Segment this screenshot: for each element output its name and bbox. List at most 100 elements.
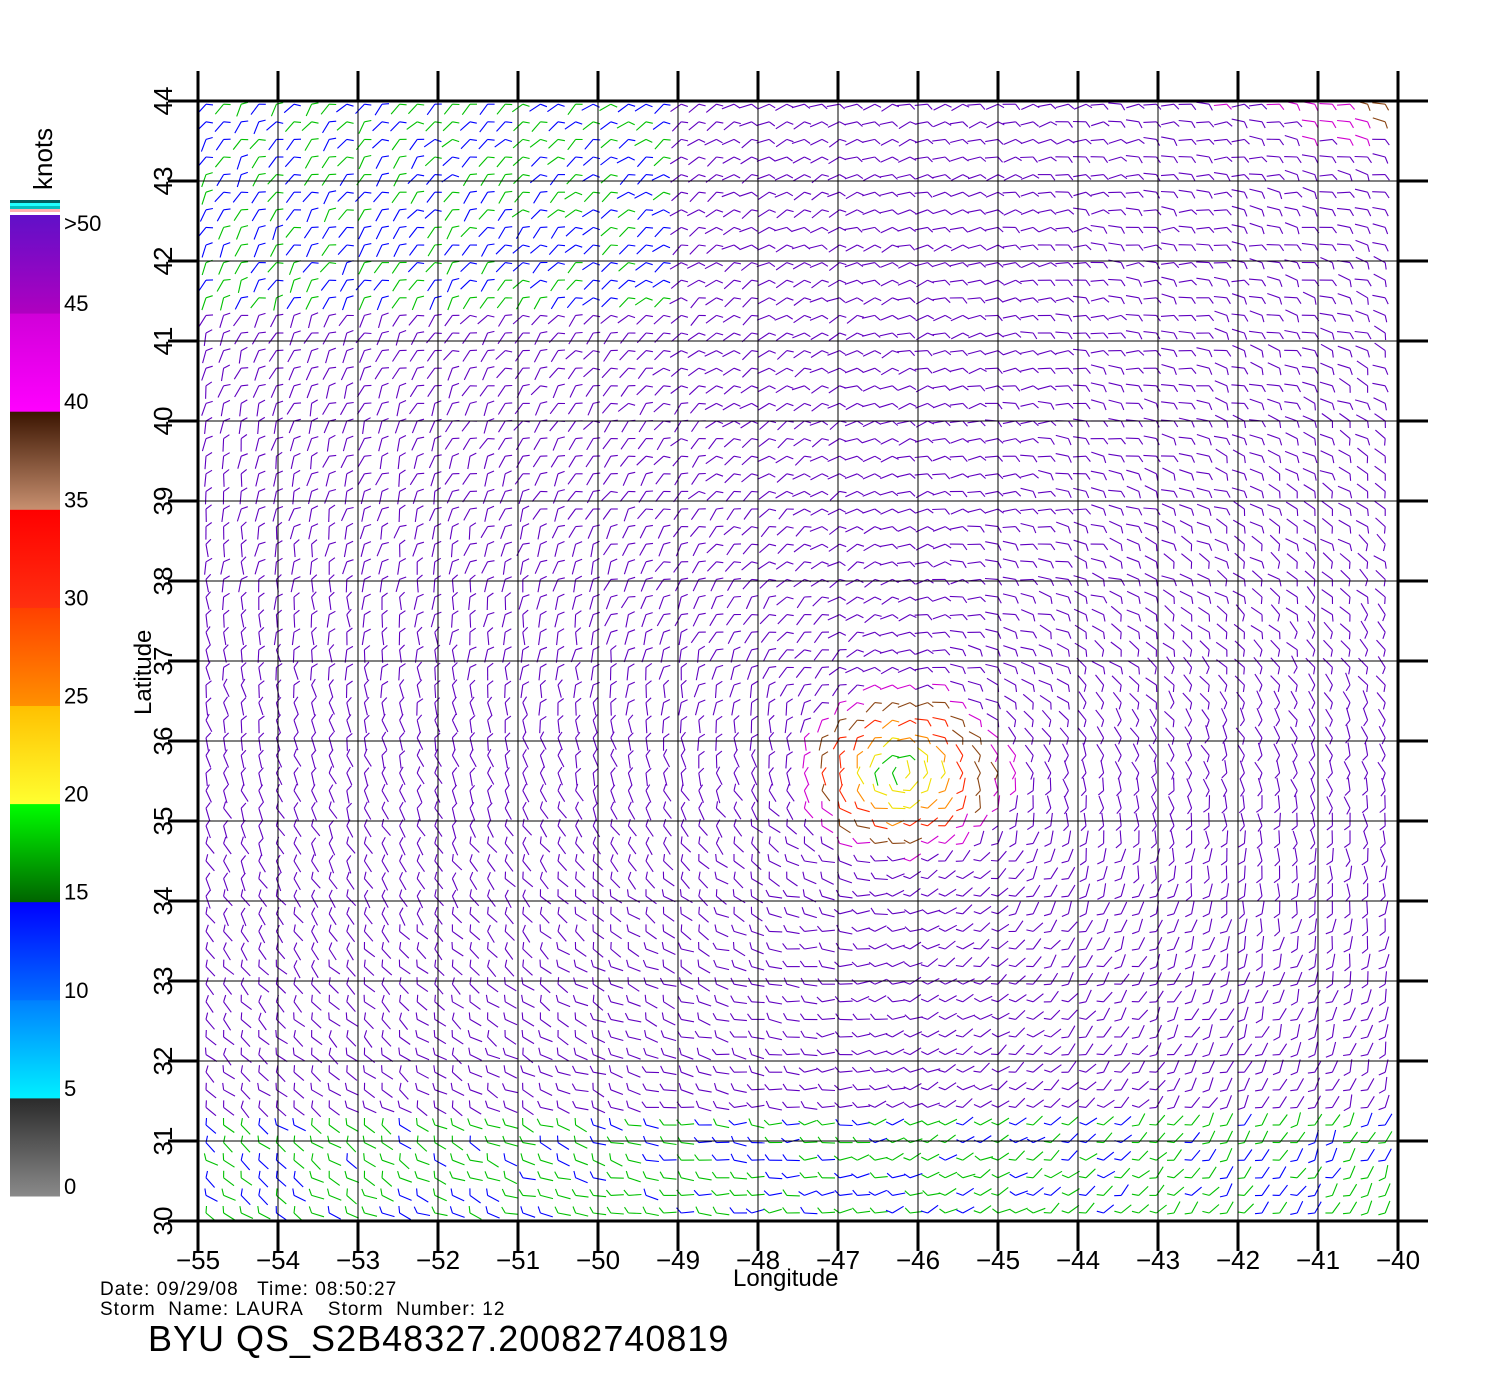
wind-vector — [1173, 1077, 1181, 1091]
wind-vector — [205, 948, 216, 960]
wind-vector — [955, 744, 964, 756]
wind-vector — [785, 702, 788, 716]
wind-vector — [1186, 795, 1193, 809]
wind-vector — [804, 1087, 818, 1091]
wind-barb — [1307, 1106, 1315, 1110]
wind-barb — [1325, 1071, 1333, 1075]
wind-barb — [557, 924, 561, 932]
wind-barb — [1378, 1177, 1386, 1182]
wind-vector — [592, 930, 605, 940]
wind-barb — [346, 889, 349, 897]
wind-barb — [610, 748, 615, 756]
wind-barb — [921, 944, 928, 950]
wind-vector — [804, 825, 814, 836]
wind-vector — [610, 720, 614, 734]
wind-vector — [610, 1036, 624, 1042]
wind-barb — [293, 960, 298, 967]
wind-vector — [1025, 761, 1034, 774]
wind-vector — [833, 719, 841, 733]
wind-barb — [1026, 842, 1034, 846]
wind-vector — [892, 790, 906, 794]
wind-vector — [540, 930, 552, 940]
wind-vector — [891, 772, 898, 786]
wind-barb — [749, 942, 753, 950]
wind-vector — [997, 1117, 1010, 1126]
wind-vector — [944, 850, 954, 862]
wind-vector — [1032, 1044, 1043, 1055]
wind-barb — [991, 999, 999, 1003]
wind-barb — [764, 1154, 770, 1161]
wind-vector — [1220, 708, 1228, 721]
wind-vector — [892, 981, 906, 985]
wind-vector — [363, 720, 367, 734]
wind-vector — [944, 940, 956, 950]
wind-vector — [909, 1047, 922, 1056]
wind-barb — [1202, 948, 1210, 951]
wind-vector — [716, 1159, 730, 1161]
wind-barb — [641, 1066, 647, 1073]
wind-vector — [399, 1142, 412, 1150]
wind-barb — [1326, 895, 1333, 901]
wind-vector — [1349, 936, 1353, 950]
wind-vector — [857, 807, 870, 813]
wind-barb — [1220, 895, 1228, 900]
wind-barb — [503, 994, 506, 1002]
wind-barb — [751, 836, 754, 844]
wind-vector — [1173, 901, 1180, 914]
wind-barb — [346, 924, 350, 932]
wind-barb — [642, 1206, 647, 1214]
wind-vector — [932, 716, 946, 721]
wind-vector — [328, 860, 335, 874]
wind-barb — [398, 1205, 401, 1214]
wind-vector — [1120, 1062, 1131, 1073]
wind-barb — [1131, 1104, 1139, 1108]
wind-vector — [839, 878, 853, 884]
wind-barb — [1343, 1036, 1351, 1039]
wind-vector — [610, 878, 621, 889]
wind-vector — [1015, 1136, 1028, 1144]
wind-vector — [874, 825, 888, 830]
wind-barb — [798, 1120, 805, 1126]
wind-vector — [909, 1102, 923, 1108]
wind-vector — [1296, 1041, 1302, 1055]
wind-vector — [1384, 971, 1388, 985]
wind-barb — [784, 854, 788, 862]
wind-vector — [434, 807, 443, 820]
wind-barb — [434, 748, 439, 756]
wind-barb — [557, 715, 564, 721]
wind-vector — [1173, 990, 1182, 1003]
wind-barb — [415, 1029, 418, 1038]
wind-barb — [715, 766, 721, 774]
wind-vector — [1367, 1007, 1374, 1020]
wind-barb — [520, 1206, 524, 1214]
wind-barb — [504, 715, 512, 721]
wind-barb — [716, 733, 723, 739]
wind-barb — [328, 1047, 332, 1055]
wind-barb — [222, 1082, 225, 1090]
wind-vector — [751, 807, 758, 821]
wind-vector — [1349, 1042, 1357, 1055]
wind-barb — [520, 1065, 524, 1073]
wind-barb — [733, 818, 737, 826]
wind-barb — [1256, 843, 1263, 849]
wind-barb — [975, 790, 981, 797]
wind-vector — [223, 1142, 233, 1153]
wind-vector — [1331, 1006, 1338, 1020]
wind-barb — [520, 1153, 524, 1161]
wind-barb — [1219, 1212, 1227, 1215]
wind-barb — [1378, 966, 1386, 970]
wind-vector — [645, 948, 659, 955]
wind-vector — [1120, 865, 1126, 879]
wind-vector — [839, 910, 853, 915]
wind-barb — [1343, 1124, 1351, 1128]
wind-barb — [1187, 790, 1193, 797]
wind-vector — [697, 737, 700, 751]
wind-barb — [344, 1206, 348, 1214]
wind-barb — [1291, 825, 1298, 831]
wind-barb — [240, 1188, 243, 1196]
wind-vector — [1032, 1136, 1046, 1144]
wind-barb — [1131, 1087, 1139, 1091]
wind-vector — [363, 737, 367, 751]
wind-vector — [1015, 886, 1025, 897]
wind-vector — [1173, 1168, 1185, 1179]
